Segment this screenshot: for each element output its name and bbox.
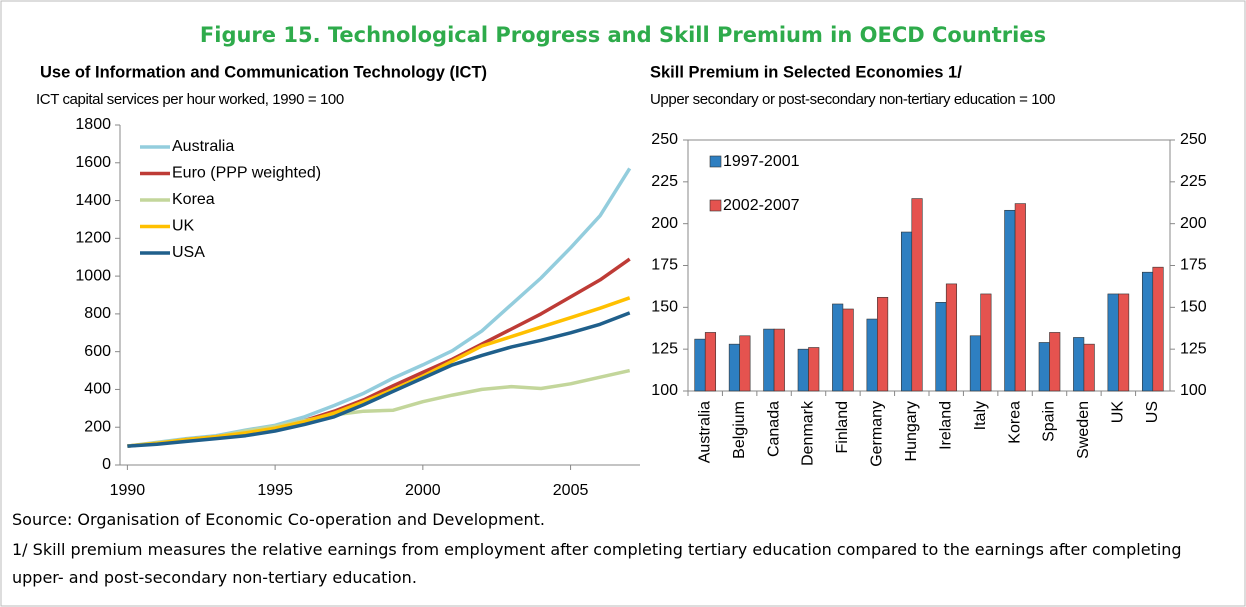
chart-subtitle: ICT capital services per hour worked, 19… [36, 91, 344, 108]
y2-tick-label: 200 [1180, 215, 1207, 232]
line-series [127, 257, 631, 448]
y-tick-label: 200 [651, 215, 678, 232]
bar [1083, 343, 1095, 392]
legend-swatch [709, 155, 722, 168]
legend-label: 1997-2001 [723, 153, 800, 170]
line-series [127, 296, 631, 448]
legend-label: Korea [172, 191, 215, 208]
y-tick-label: 1800 [75, 116, 111, 133]
bar [808, 347, 820, 392]
x-tick-label: Denmark [800, 400, 817, 466]
bar [980, 293, 992, 392]
x-tick-label: Hungary [903, 401, 920, 461]
y-tick-label: 100 [651, 382, 678, 399]
bar [1141, 271, 1154, 392]
bar [945, 283, 958, 392]
x-tick-label: 2005 [553, 482, 589, 499]
bar [900, 231, 913, 392]
legend-swatch [709, 199, 722, 212]
bar [1014, 203, 1026, 392]
y-tick-label: 175 [651, 257, 678, 274]
bar [797, 348, 809, 392]
y-tick-label: 1600 [75, 154, 111, 171]
y-tick-label: 150 [651, 299, 678, 316]
y2-tick-label: 225 [1180, 173, 1207, 190]
bar [739, 335, 751, 392]
bar [1038, 342, 1050, 392]
bar [866, 318, 878, 392]
y2-tick-label: 150 [1180, 299, 1207, 316]
y-tick-label: 800 [84, 305, 111, 322]
chart-title: Use of Information and Communication Tec… [40, 63, 487, 81]
bar [763, 328, 775, 392]
chart-subtitle: Upper secondary or post-secondary non-te… [650, 91, 1055, 108]
bar [911, 198, 923, 392]
x-tick-label: Belgium [731, 401, 748, 459]
bar [842, 308, 854, 392]
y-tick-label: 225 [651, 173, 678, 190]
y-tick-label: 400 [84, 381, 111, 398]
x-tick-label: Spain [1041, 401, 1058, 442]
bar [704, 332, 717, 392]
y-tick-label: 250 [651, 131, 678, 148]
y-tick-label: 200 [84, 418, 111, 435]
bar [1073, 337, 1085, 392]
bar [935, 302, 947, 392]
x-tick-label: Canada [765, 401, 782, 457]
x-tick-label: UK [1110, 401, 1127, 424]
bar [969, 335, 981, 392]
y2-tick-label: 125 [1180, 340, 1207, 357]
bar [832, 303, 844, 392]
y-tick-label: 125 [651, 340, 678, 357]
y2-tick-label: 175 [1180, 257, 1207, 274]
legend-label: UK [172, 218, 195, 235]
x-tick-label: Italy [972, 401, 989, 430]
legend-label: Euro (PPP weighted) [172, 165, 321, 182]
legend-label: USA [172, 244, 205, 261]
chart-title: Skill Premium in Selected Economies 1/ [650, 63, 962, 81]
y-tick-label: 1000 [75, 267, 111, 284]
bar [694, 338, 706, 392]
bar [1118, 293, 1130, 392]
bar [1107, 293, 1119, 392]
x-tick-label: Sweden [1075, 401, 1092, 459]
source-note: Source: Organisation of Economic Co-oper… [12, 510, 546, 529]
y-tick-label: 0 [102, 456, 111, 473]
x-tick-label: Australia [696, 401, 713, 463]
bar [773, 328, 785, 392]
legend-label: 2002-2007 [723, 197, 800, 214]
x-tick-label: Ireland [937, 401, 954, 450]
y-tick-label: 1200 [75, 230, 111, 247]
legend-label: Australia [172, 138, 234, 155]
y-tick-label: 600 [84, 343, 111, 360]
y2-tick-label: 250 [1180, 131, 1207, 148]
y-tick-label: 1400 [75, 192, 111, 209]
x-tick-label: 2000 [405, 482, 441, 499]
x-tick-label: Germany [869, 401, 886, 467]
x-tick-label: Finland [834, 401, 851, 453]
x-tick-label: US [1144, 401, 1161, 423]
x-tick-label: 1990 [110, 482, 146, 499]
bar [728, 343, 740, 392]
bar [877, 296, 889, 392]
plot-frame [687, 139, 1171, 392]
bar [1152, 266, 1164, 392]
line-series [127, 368, 631, 448]
figure-title: Figure 15. Technological Progress and Sk… [200, 23, 1046, 47]
line-series [127, 311, 631, 448]
y2-tick-label: 100 [1180, 382, 1207, 399]
x-tick-label: 1995 [257, 482, 293, 499]
bar [1049, 332, 1061, 392]
bar [1004, 209, 1016, 392]
x-tick-label: Korea [1006, 401, 1023, 444]
footnote: 1/ Skill premium measures the relative e… [12, 540, 1182, 587]
